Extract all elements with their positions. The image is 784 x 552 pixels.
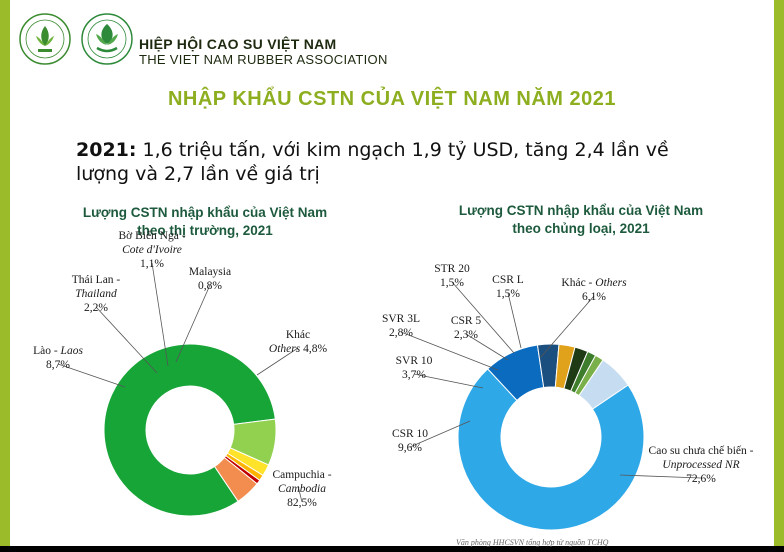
chart2-label-3: SVR 10 3,7% <box>396 355 433 381</box>
slide-title: NHẬP KHẨU CSTN CỦA VIỆT NAM NĂM 2021 <box>167 88 617 110</box>
chart-title-market-line2: theo thị trường, 2021 <box>137 223 273 238</box>
chart2-leader-6 <box>451 281 515 354</box>
association-emblem-logo <box>81 13 133 65</box>
association-seal-logo <box>19 13 71 65</box>
chart1-slice-6 <box>213 456 258 502</box>
chart1-label-2: Lào - Laos 8,7% <box>33 345 83 371</box>
chart-title-market-line1: Lượng CSTN nhập khẩu của Việt Nam <box>82 205 328 220</box>
chart2-slice-8 <box>578 359 629 410</box>
source-note: Văn phòng HHCSVN tổng hợp từ nguồn TCHQ <box>456 538 609 547</box>
chart1-leader-5 <box>175 284 211 363</box>
chart-title-type-line1: Lượng CSTN nhập khẩu của Việt Nam <box>458 203 704 218</box>
chart2-label-4: SVR 3L 2,8% <box>382 313 420 339</box>
chart2-label-8: Khác - Others 6,1% <box>561 277 627 303</box>
chart1-leader-6 <box>256 347 299 376</box>
chart1-label-6: Khác Others 4,8% <box>269 329 328 355</box>
chart1-label-4: Bờ Biển Ngà -Cote d'Ivoire 1,1% <box>118 229 185 270</box>
chart2-label-5: CSR 5 2,3% <box>451 315 482 341</box>
chart2-leader-7 <box>507 292 522 349</box>
chart1-leader-3 <box>95 306 158 374</box>
chart1-slice-1 <box>103 343 276 517</box>
chart-title-type: Lượng CSTN nhập khẩu của Việt Nam theo c… <box>416 202 746 238</box>
chart2-slice-1 <box>457 368 645 531</box>
chart2-label-1: Cao su chưa chế biến -Unprocessed NR 72,6… <box>649 444 754 485</box>
chart1-leader-1 <box>297 485 303 503</box>
summary-body: 1,6 triệu tấn, với kim ngạch 1,9 tỷ USD,… <box>76 139 669 185</box>
chart1-leader-4 <box>151 262 169 367</box>
chart1-label-3: Thái Lan -Thailand 2,2% <box>72 274 121 314</box>
chart2-leader-8 <box>539 295 595 359</box>
chart2-leader-4 <box>400 331 499 371</box>
chart1-leader-2 <box>57 363 126 388</box>
chart-title-type-line2: theo chủng loại, 2021 <box>512 221 650 236</box>
frame-bar-left <box>0 0 10 546</box>
chart2-label-6: STR 20 1,5% <box>434 263 470 289</box>
chart1-label-1: Campuchia -Cambodia 82,5% <box>272 469 331 509</box>
chart2-label-7: CSR L 1,5% <box>492 274 524 300</box>
chart2-leader-1 <box>619 474 702 479</box>
chart1-label-5: Malaysia 0,8% <box>189 266 231 292</box>
chart2-leader-3 <box>413 373 484 389</box>
chart2-leader-2 <box>409 420 471 448</box>
chart2-leader-5 <box>465 333 509 361</box>
chart2-label-2: CSR 10 9,6% <box>392 428 428 454</box>
chart-title-market: Lượng CSTN nhập khẩu của Việt Nam theo t… <box>40 204 370 240</box>
org-name-vi: HIỆP HỘI CAO SU VIỆT NAM <box>139 36 337 52</box>
summary-year: 2021: <box>76 139 137 161</box>
summary-text: 2021: 1,6 triệu tấn, với kim ngạch 1,9 t… <box>76 138 716 186</box>
frame-bar-right <box>774 0 784 546</box>
org-name-en: THE VIET NAM RUBBER ASSOCIATION <box>139 52 388 67</box>
